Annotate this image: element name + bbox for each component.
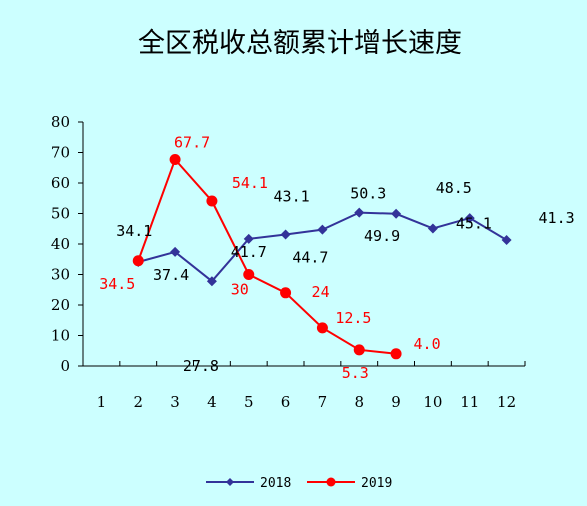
- data-label-2018: 37.4: [153, 266, 189, 284]
- y-tick-label: 20: [51, 296, 70, 314]
- x-tick-label: 2: [133, 393, 143, 411]
- x-tick-label: 9: [391, 393, 401, 411]
- legend-label-2019: 2019: [361, 476, 392, 491]
- y-tick-label: 30: [51, 266, 70, 284]
- y-tick-label: 60: [51, 174, 70, 192]
- legend-marker-2018: [226, 478, 234, 486]
- data-label-2019: 67.7: [174, 134, 210, 152]
- data-label-2018: 27.8: [183, 357, 219, 375]
- x-tick-label: 8: [354, 393, 364, 411]
- data-point-2018: [280, 229, 291, 240]
- data-point-2018: [206, 276, 217, 287]
- x-tick-label: 7: [318, 393, 328, 411]
- data-label-2018: 43.1: [274, 188, 310, 206]
- data-point-2019: [390, 348, 402, 360]
- y-tick-label: 70: [51, 144, 70, 162]
- legend-label-2018: 2018: [260, 476, 291, 491]
- legend: 2018 2019: [206, 476, 392, 491]
- data-point-2018: [501, 235, 512, 246]
- series-line-2018: [137, 211, 508, 283]
- data-point-2018: [243, 233, 254, 244]
- x-tick-label: 1: [97, 393, 107, 411]
- data-label-2019: 54.1: [232, 174, 268, 192]
- data-point-2018: [391, 208, 402, 219]
- data-label-2019: 30: [231, 281, 249, 299]
- x-tick-label: 11: [460, 393, 479, 411]
- data-label-2018: 34.1: [116, 222, 152, 240]
- data-label-2018: 45.1: [456, 214, 492, 232]
- data-label-2018: 41.7: [231, 243, 267, 261]
- data-point-2019: [132, 255, 144, 267]
- data-point-2019: [316, 322, 328, 334]
- y-tick-label: 40: [51, 235, 70, 253]
- data-label-2019: 5.3: [342, 364, 369, 382]
- x-tick-label: 4: [207, 393, 217, 411]
- data-point-2019: [243, 269, 255, 280]
- data-point-2019: [169, 154, 181, 166]
- x-tick-label: 3: [170, 393, 180, 411]
- y-tick-label: 50: [51, 205, 70, 223]
- data-label-2019: 12.5: [335, 309, 371, 327]
- data-label-2019: 24: [312, 283, 330, 301]
- series-layer: [132, 154, 512, 360]
- x-tick-label: 5: [244, 393, 254, 411]
- x-tick-label: 6: [281, 393, 291, 411]
- data-point-2019: [280, 287, 292, 299]
- data-label-2019: 4.0: [414, 335, 441, 353]
- data-point-2018: [464, 213, 475, 224]
- x-tick-label: 12: [497, 393, 516, 411]
- series-line-2019: [137, 157, 397, 355]
- legend-marker-2019: [326, 477, 336, 487]
- y-tick-label: 10: [51, 327, 70, 345]
- data-point-2018: [317, 224, 328, 235]
- data-label-2018: 44.7: [292, 249, 328, 267]
- data-label-2018: 50.3: [350, 185, 386, 203]
- data-label-2018: 48.5: [436, 179, 472, 197]
- data-point-2018: [354, 207, 365, 218]
- y-tick-label: 80: [51, 113, 70, 131]
- data-labels: 34.1 37.4 27.8 41.7 43.1 44.7 50.3 49.9 45.1 48.5…: [99, 134, 574, 382]
- data-point-2019: [206, 195, 218, 207]
- data-label-2018: 49.9: [364, 227, 400, 245]
- chart-title: 全区税收总额累计增长速度: [138, 28, 462, 59]
- data-point-2019: [353, 344, 365, 356]
- x-tick-label: 10: [423, 393, 442, 411]
- data-point-2018: [170, 246, 181, 257]
- data-point-2018: [427, 223, 438, 234]
- y-tick-label: 0: [60, 357, 70, 375]
- data-label-2018: 41.3: [539, 209, 575, 227]
- data-label-2019: 34.5: [99, 275, 135, 293]
